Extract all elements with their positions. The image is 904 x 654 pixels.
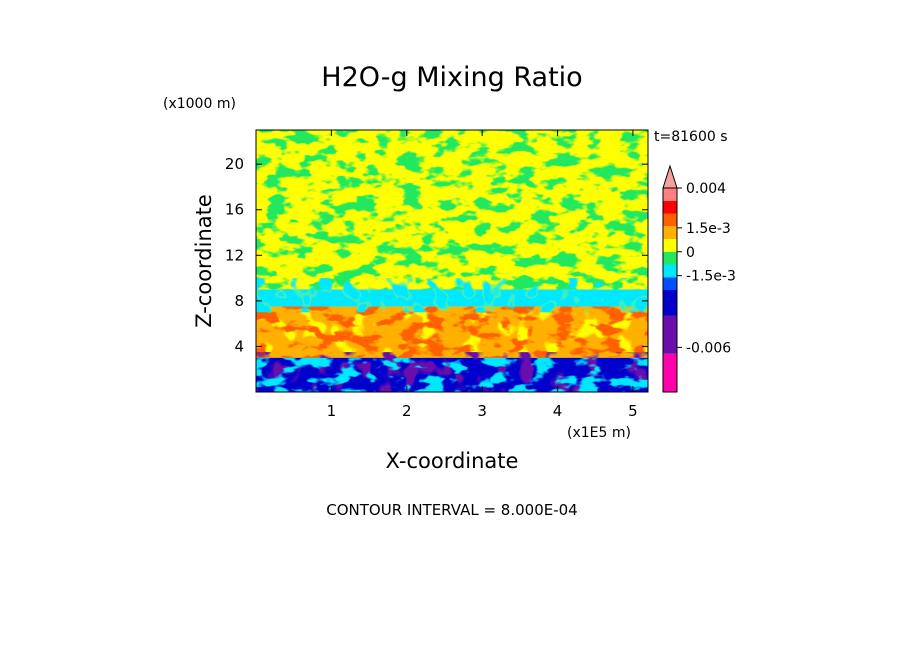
colorbar-segment	[663, 188, 677, 201]
colorbar-segment	[663, 213, 677, 227]
contour-patch	[256, 278, 648, 313]
x-axis: 1 2 3 4 5	[327, 130, 638, 420]
y-unit-label: (x1000 m)	[163, 96, 236, 112]
y-tick-label: 20	[225, 155, 244, 173]
colorbar-tick-label: -0.006	[686, 340, 731, 356]
time-label: t=81600 s	[654, 129, 728, 145]
x-tick-label: 4	[553, 402, 563, 420]
x-tick-label: 2	[402, 402, 412, 420]
x-tick-label: 5	[628, 402, 638, 420]
colorbar-segment	[663, 200, 677, 214]
colorbar-tick-label: -1.5e-3	[686, 269, 736, 285]
colorbar-tick-label: 1.5e-3	[686, 221, 731, 237]
colorbar-segment	[663, 239, 677, 252]
x-tick-label: 1	[327, 402, 337, 420]
colorbar-segment	[663, 277, 677, 290]
colorbar-segment	[663, 226, 677, 239]
colorbar-tick-label: 0	[686, 245, 695, 261]
y-tick-label: 16	[225, 201, 244, 219]
y-axis-label: Z-coordinate	[192, 194, 216, 328]
y-tick-label: 8	[234, 292, 244, 310]
x-unit-label: (x1E5 m)	[567, 425, 631, 441]
x-axis-label: X-coordinate	[386, 449, 519, 473]
chart-title: H2O-g Mixing Ratio	[321, 62, 582, 93]
contour-patch	[256, 130, 648, 290]
y-axis: 4 8 12 16 20	[225, 155, 648, 355]
contour-patch	[256, 306, 648, 358]
colorbar-segment	[663, 264, 677, 278]
colorbar-frame	[662, 187, 678, 393]
colorbar: 0.004 1.5e-3 0 -1.5e-3 -0.006	[662, 164, 736, 393]
colorbar-segment	[663, 290, 677, 316]
x-tick-label: 3	[477, 402, 487, 420]
colorbar-segment	[663, 353, 677, 392]
colorbar-segment	[663, 315, 677, 354]
colorbar-extend-max	[662, 164, 678, 189]
contour-interval-note: CONTOUR INTERVAL = 8.000E-04	[326, 501, 577, 519]
colorbar-segment	[663, 251, 677, 265]
plot-frame	[255, 129, 649, 393]
colorbar-tick-label: 0.004	[686, 181, 726, 197]
contour-patch	[256, 357, 648, 392]
contour-field	[256, 130, 648, 392]
y-tick-label: 12	[225, 246, 244, 264]
y-tick-label: 4	[234, 337, 244, 355]
